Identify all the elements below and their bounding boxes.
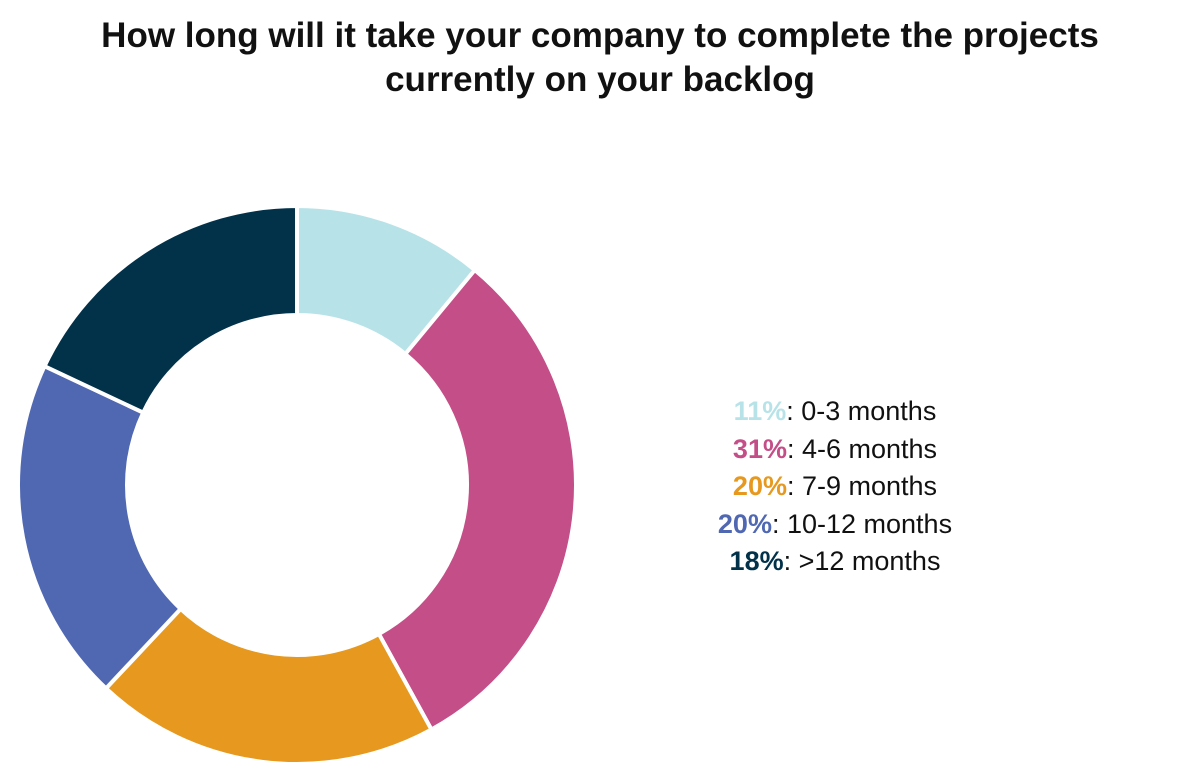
legend-separator: : (786, 396, 802, 426)
legend-label-10-12-months: 10-12 months (786, 508, 953, 539)
legend-separator: : (771, 508, 787, 539)
legend-value-over-12-months: 18% (729, 546, 784, 576)
legend-value-7-9-months: 20% (732, 471, 787, 501)
legend-value-10-12-months: 20% (717, 508, 772, 539)
donut-slice-10-12-months (16, 363, 184, 692)
legend-item-4-6-months: 31%: 4-6 months (600, 431, 1070, 469)
legend-separator: : (783, 546, 799, 576)
legend-value-4-6-months: 31% (732, 433, 787, 464)
chart-title-line-2: currently on your backlog (385, 60, 815, 99)
chart-legend: 11%: 0-3 months 31%: 4-6 months 20%: 7-9… (600, 393, 1070, 581)
donut-slice-4-6-months (376, 267, 578, 733)
legend-value-0-3-months: 11% (733, 396, 787, 426)
chart-title-line-1: How long will it take your company to co… (101, 16, 1099, 55)
chart-title: How long will it take your company to co… (0, 14, 1200, 102)
legend-item-0-3-months: 11%: 0-3 months (600, 393, 1070, 431)
donut-slice-7-9-months (103, 606, 435, 766)
donut-slice-over-12-months (41, 203, 299, 416)
legend-separator: : (786, 433, 802, 464)
legend-item-over-12-months: 18%: >12 months (600, 543, 1070, 581)
legend-label-7-9-months: 7-9 months (801, 471, 938, 501)
legend-label-4-6-months: 4-6 months (801, 433, 938, 464)
legend-item-10-12-months: 20%: 10-12 months (600, 506, 1070, 544)
legend-separator: : (786, 471, 802, 501)
legend-label-over-12-months: >12 months (798, 546, 941, 576)
legend-label-0-3-months: 0-3 months (801, 396, 937, 426)
legend-item-7-9-months: 20%: 7-9 months (600, 468, 1070, 506)
